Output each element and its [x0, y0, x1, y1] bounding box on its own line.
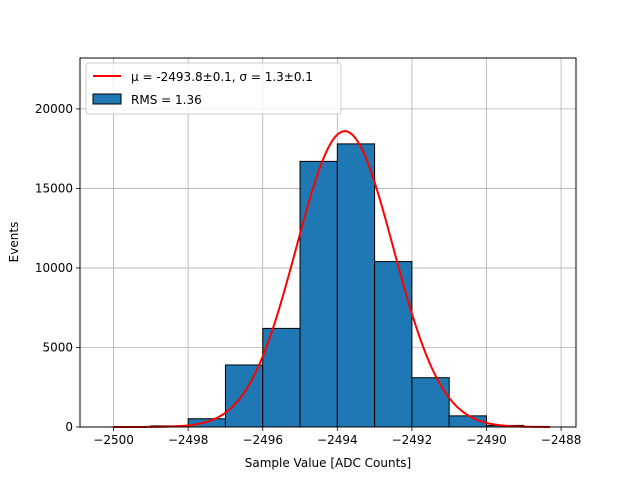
plot-frame: [79, 57, 577, 428]
x-tick-label: −2494: [317, 433, 358, 447]
x-tick-label: −2490: [466, 433, 507, 447]
histogram-bar: [374, 261, 413, 428]
fit-curve: [113, 130, 550, 428]
legend-histogram-swatch: [92, 93, 122, 105]
x-tick-label: −2498: [168, 433, 209, 447]
histogram-bar: [224, 364, 264, 428]
x-tick-label: −2488: [541, 433, 582, 447]
y-tick-label: 5000: [42, 340, 73, 354]
x-tick-label: −2500: [93, 433, 134, 447]
legend-histogram-label: RMS = 1.36: [131, 93, 202, 107]
y-tick-label: 0: [65, 420, 73, 434]
x-axis-label: Sample Value [ADC Counts]: [245, 456, 411, 470]
x-tick-label: −2492: [392, 433, 433, 447]
y-axis-label: Events: [7, 222, 21, 263]
y-tick-label: 15000: [35, 181, 73, 195]
x-axis: −2500 −2498 −2496 −2494 −2492 −2490 −2488: [93, 427, 581, 447]
legend: μ = -2493.8±0.1, σ = 1.3±0.1 RMS = 1.36: [85, 62, 342, 115]
legend-box: [85, 62, 342, 115]
x-tick-label: −2496: [242, 433, 283, 447]
y-tick-label: 10000: [35, 261, 73, 275]
histogram-bar: [336, 143, 376, 428]
y-tick-label: 20000: [35, 102, 73, 116]
histogram-bars: [113, 143, 525, 428]
histogram-bar: [262, 327, 301, 428]
histogram-bar: [299, 160, 338, 428]
y-axis: 0 5000 10000 15000 20000: [35, 102, 80, 434]
histogram-bar: [411, 377, 450, 428]
gaussian-fit: [113, 130, 550, 428]
legend-fit-label: μ = -2493.8±0.1, σ = 1.3±0.1: [131, 70, 313, 84]
